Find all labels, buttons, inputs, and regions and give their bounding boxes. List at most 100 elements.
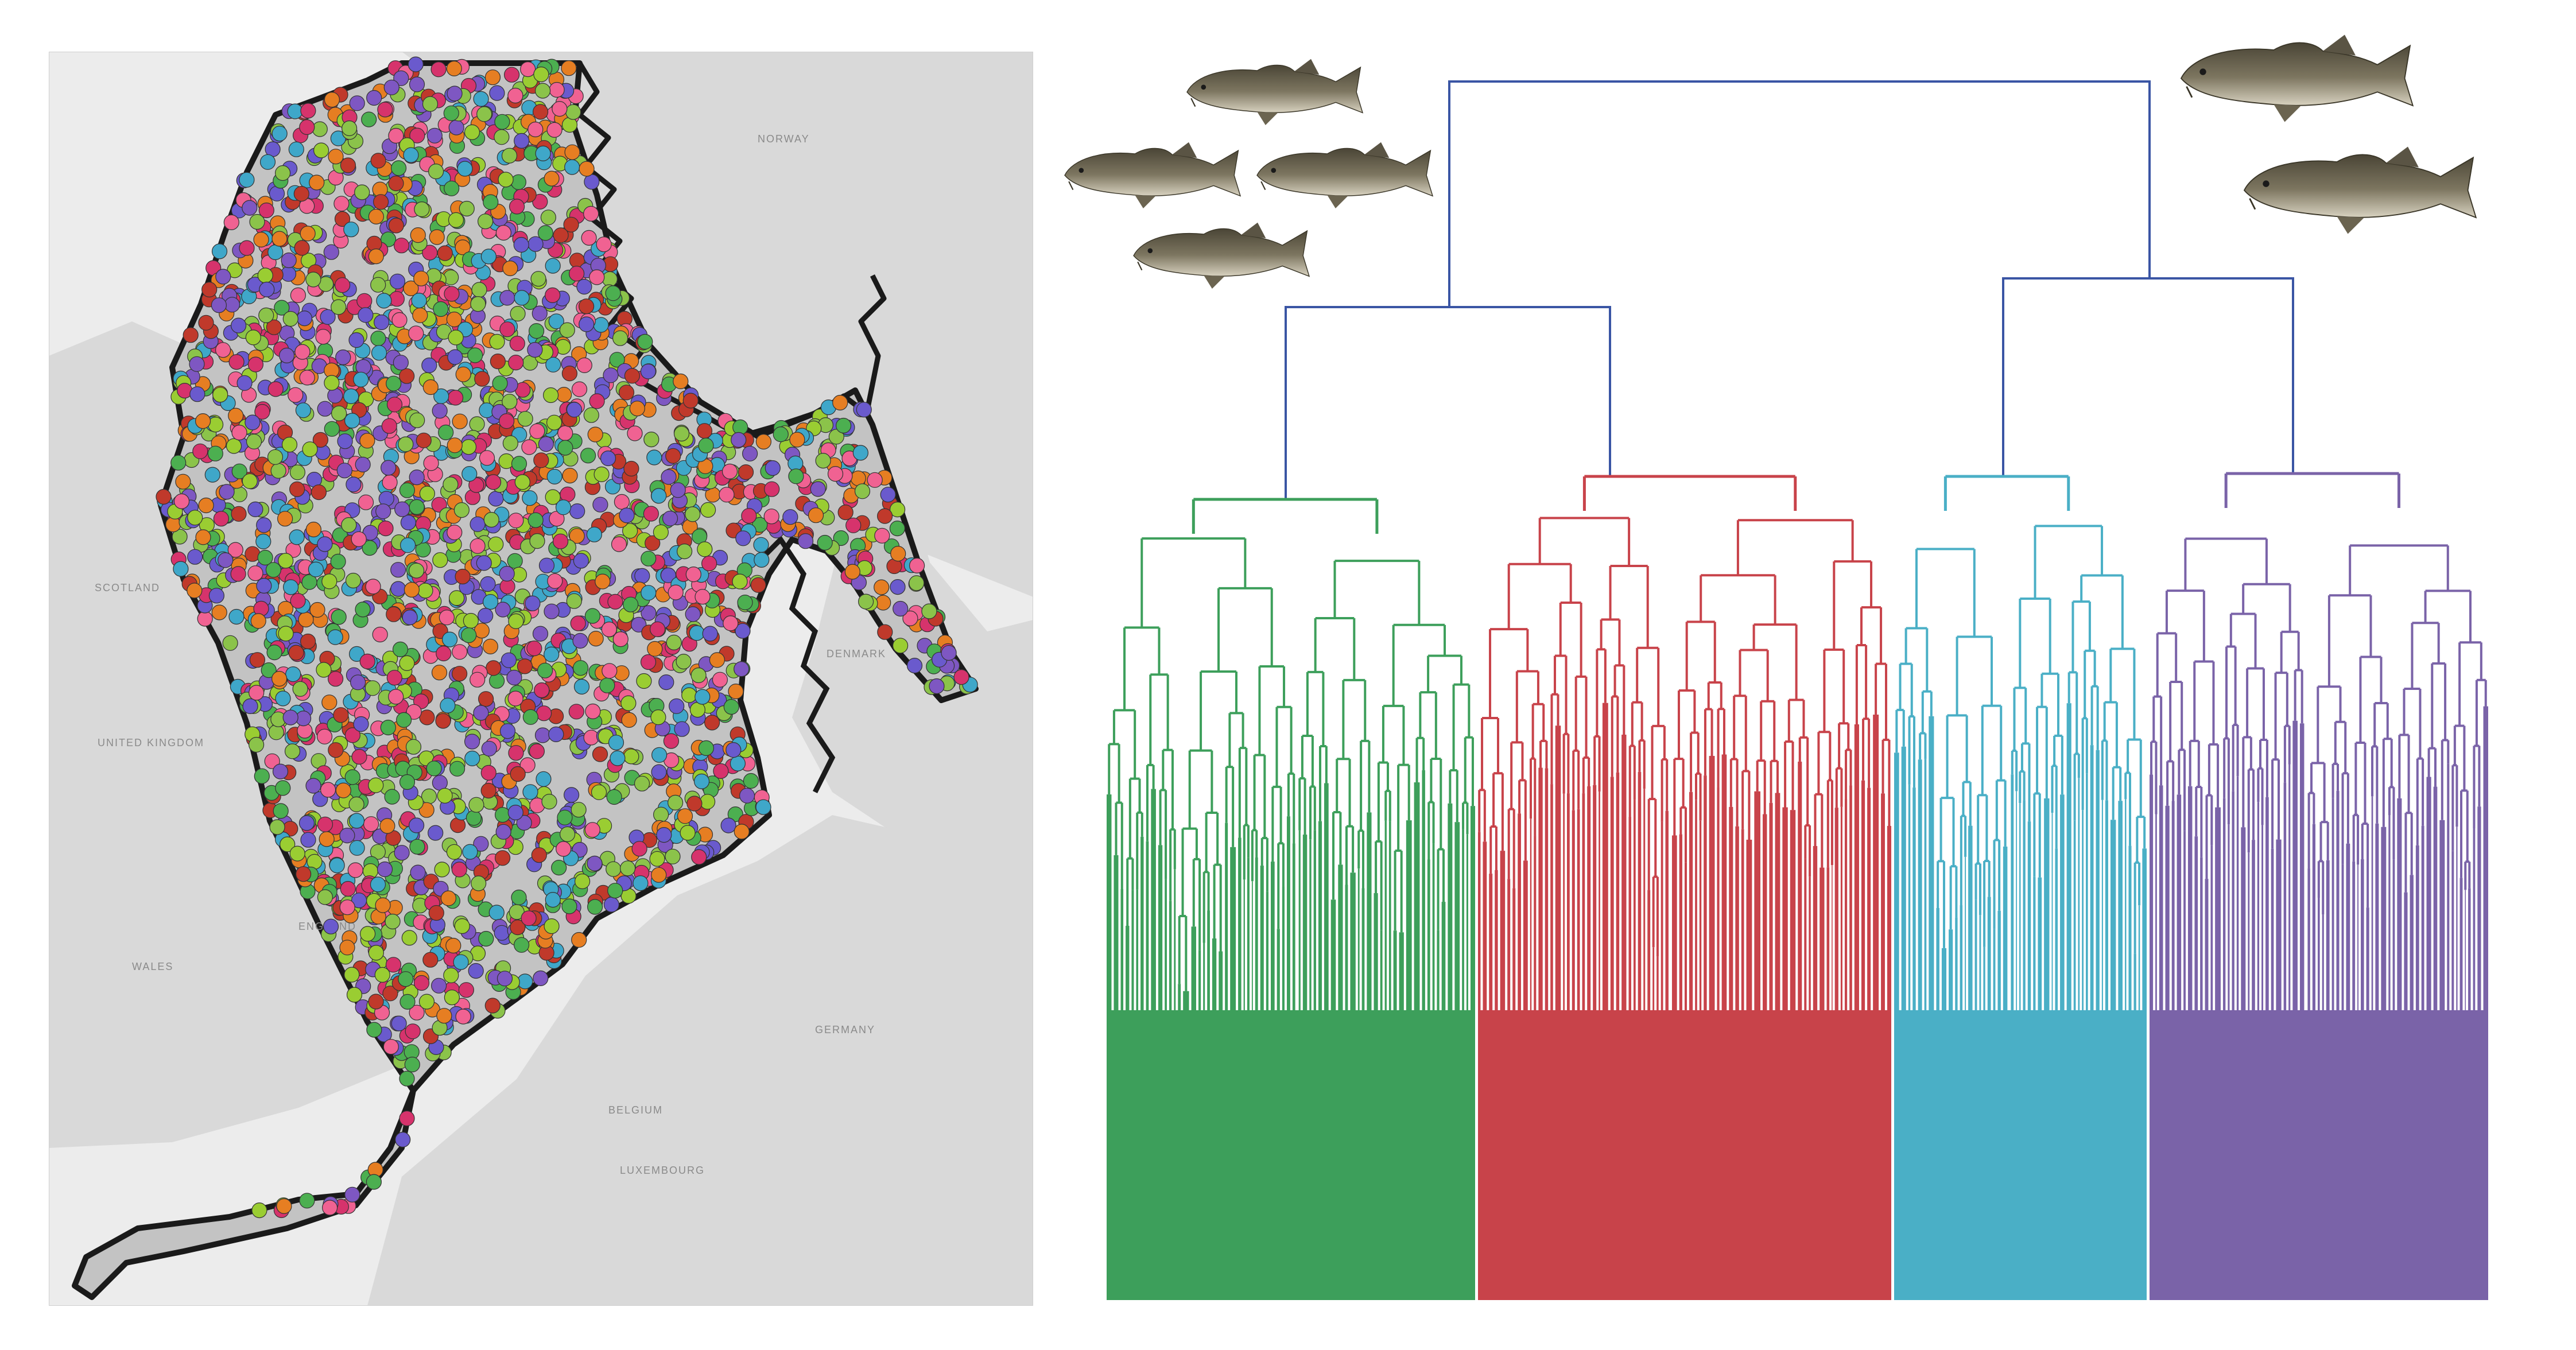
survey-point — [446, 60, 462, 77]
survey-point — [300, 633, 316, 650]
survey-point — [665, 848, 681, 864]
survey-point — [566, 593, 582, 609]
survey-point — [568, 704, 584, 720]
survey-point — [413, 270, 429, 286]
survey-point — [610, 750, 626, 766]
survey-point — [340, 157, 356, 173]
survey-point — [366, 1174, 382, 1190]
survey-point — [207, 445, 223, 461]
survey-point — [404, 581, 420, 598]
survey-point — [311, 484, 327, 501]
survey-point — [677, 808, 693, 824]
survey-point — [452, 413, 468, 429]
survey-point — [358, 307, 374, 323]
survey-point — [534, 682, 550, 699]
survey-point — [541, 793, 557, 810]
survey-point — [704, 715, 720, 731]
survey-point — [257, 267, 273, 284]
survey-point — [742, 445, 758, 461]
survey-point — [448, 212, 464, 228]
survey-point — [372, 626, 388, 643]
survey-point — [426, 127, 443, 143]
survey-point — [529, 533, 545, 549]
survey-point — [231, 506, 247, 522]
survey-point — [700, 502, 716, 518]
survey-point — [295, 402, 312, 418]
survey-point — [661, 469, 677, 485]
survey-point — [690, 667, 707, 684]
survey-point — [328, 742, 344, 758]
survey-point — [602, 271, 618, 287]
survey-point — [432, 403, 448, 419]
survey-point — [576, 278, 592, 295]
survey-point — [408, 325, 424, 342]
survey-point — [249, 214, 265, 230]
survey-point — [587, 426, 603, 443]
survey-point — [388, 689, 404, 705]
survey-point — [451, 666, 468, 682]
survey-point — [422, 952, 439, 968]
survey-point — [713, 763, 729, 779]
survey-point — [409, 76, 425, 92]
survey-point — [547, 573, 563, 589]
survey-point — [390, 562, 406, 578]
survey-point — [299, 119, 315, 135]
survey-point — [388, 218, 404, 234]
survey-point — [698, 740, 715, 757]
survey-point — [447, 349, 463, 365]
survey-point — [653, 524, 669, 540]
survey-point — [808, 507, 824, 523]
survey-point — [844, 564, 860, 580]
survey-point — [514, 133, 530, 149]
survey-point — [569, 503, 585, 519]
survey-point — [941, 645, 957, 661]
survey-point — [408, 56, 424, 72]
survey-point — [389, 291, 405, 307]
survey-point — [572, 660, 589, 676]
survey-point — [622, 523, 638, 539]
survey-point — [227, 542, 243, 558]
survey-point — [875, 595, 891, 611]
survey-point — [383, 79, 399, 95]
survey-point — [534, 727, 551, 743]
survey-point — [247, 501, 263, 518]
survey-point — [393, 238, 410, 254]
survey-point — [421, 357, 437, 374]
survey-point — [269, 819, 285, 835]
label-scotland: SCOTLAND — [95, 582, 160, 593]
survey-point — [508, 513, 524, 529]
survey-point — [750, 577, 766, 593]
survey-point — [662, 510, 678, 526]
survey-point — [658, 674, 674, 690]
survey-point — [656, 827, 672, 843]
survey-point — [696, 423, 713, 439]
survey-point — [398, 971, 414, 987]
label-luxembourg: LUXEMBOURG — [620, 1165, 705, 1176]
dendrogram-leaf-block — [1894, 1010, 2147, 1300]
survey-point — [436, 645, 452, 662]
survey-point — [893, 600, 909, 617]
survey-point — [587, 855, 603, 872]
survey-point — [583, 205, 599, 222]
fish-icon — [1132, 222, 1310, 290]
survey-point — [501, 652, 517, 668]
survey-point — [579, 161, 595, 177]
survey-point — [346, 987, 363, 1003]
survey-point — [611, 536, 627, 552]
survey-point — [614, 494, 630, 510]
survey-point — [605, 285, 621, 301]
dendrogram-root-links — [1285, 80, 2294, 499]
survey-point — [459, 200, 475, 217]
survey-point — [246, 433, 262, 449]
survey-point — [480, 782, 496, 799]
survey-point — [480, 249, 497, 265]
survey-point — [651, 867, 667, 883]
survey-point — [473, 91, 489, 107]
survey-point — [685, 566, 701, 583]
land-continent — [367, 815, 1033, 1306]
survey-point — [909, 557, 925, 574]
survey-point — [682, 393, 699, 409]
survey-point — [451, 862, 467, 878]
survey-point — [375, 503, 391, 519]
survey-point — [517, 411, 533, 427]
